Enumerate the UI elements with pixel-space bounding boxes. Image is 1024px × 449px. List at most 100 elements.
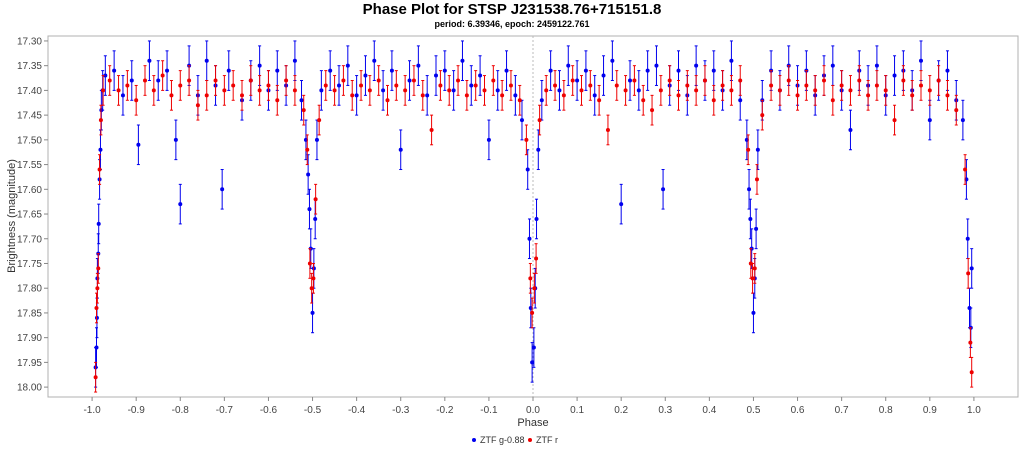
data-point — [116, 88, 121, 93]
data-point — [746, 147, 751, 152]
data-point — [583, 68, 588, 73]
data-point — [927, 118, 932, 123]
x-tick-label: 0.4 — [702, 405, 716, 416]
data-point — [97, 167, 102, 172]
y-tick-label: 17.95 — [17, 358, 42, 369]
data-point — [482, 88, 487, 93]
data-point — [614, 83, 619, 88]
data-point — [813, 88, 818, 93]
x-tick-label: -0.8 — [172, 405, 190, 416]
data-point — [416, 63, 421, 68]
chart-legend: ZTF g-0.88 ZTF r — [472, 435, 558, 445]
data-point — [945, 93, 950, 98]
data-point — [367, 88, 372, 93]
y-axis-label: Brightness (magnitude) — [6, 159, 18, 273]
x-tick-label: -0.5 — [304, 405, 322, 416]
data-point — [969, 266, 974, 271]
data-point — [306, 172, 311, 177]
data-point — [752, 266, 757, 271]
data-point — [473, 83, 478, 88]
y-tick-label: 17.90 — [17, 333, 42, 344]
data-point — [248, 78, 253, 83]
data-point — [720, 83, 725, 88]
data-point — [284, 78, 289, 83]
data-point — [892, 73, 897, 78]
data-point — [456, 78, 461, 83]
data-point — [954, 108, 959, 113]
data-point — [524, 137, 529, 142]
data-point — [385, 98, 390, 103]
data-point — [892, 118, 897, 123]
data-point — [165, 68, 170, 73]
data-point — [874, 83, 879, 88]
data-point — [694, 63, 699, 68]
data-point — [213, 78, 218, 83]
data-point — [685, 83, 690, 88]
data-point — [500, 93, 505, 98]
y-tick-label: 17.50 — [17, 135, 42, 146]
data-point — [530, 310, 535, 315]
data-point — [257, 88, 262, 93]
data-point — [101, 88, 106, 93]
data-point — [178, 83, 183, 88]
data-point — [178, 202, 183, 207]
data-point — [528, 276, 533, 281]
data-point — [337, 83, 341, 88]
y-tick-label: 17.40 — [17, 86, 42, 97]
data-point — [350, 93, 355, 98]
data-point — [328, 68, 333, 73]
data-point — [619, 202, 624, 207]
data-point — [866, 93, 871, 98]
data-point — [442, 68, 447, 73]
data-point — [579, 88, 584, 93]
x-tick-label: 0.5 — [747, 405, 761, 416]
data-point — [394, 83, 399, 88]
data-point — [628, 78, 632, 83]
data-point — [654, 63, 659, 68]
legend-label: ZTF r — [536, 435, 558, 445]
data-point — [623, 88, 628, 93]
x-tick-label: 0.8 — [879, 405, 893, 416]
data-point — [676, 93, 681, 98]
x-tick-label: 0.7 — [835, 405, 849, 416]
data-point — [597, 98, 602, 103]
data-point — [517, 98, 522, 103]
data-point — [222, 88, 227, 93]
x-tick-label: -0.9 — [128, 405, 146, 416]
data-point — [711, 68, 716, 73]
data-point — [874, 63, 879, 68]
data-point — [478, 73, 483, 78]
data-point — [795, 93, 800, 98]
data-point — [536, 147, 541, 152]
data-point — [96, 266, 101, 271]
data-point — [266, 83, 271, 88]
data-point — [313, 197, 318, 202]
data-point — [323, 83, 328, 88]
data-point — [927, 88, 932, 93]
data-point — [729, 88, 734, 93]
data-point — [804, 83, 809, 88]
data-point — [173, 137, 178, 142]
data-point — [751, 310, 756, 315]
data-point — [966, 271, 971, 276]
data-point — [112, 68, 117, 73]
data-point — [275, 68, 280, 73]
data-point — [93, 375, 98, 380]
data-point — [548, 68, 553, 73]
data-point — [313, 216, 318, 221]
data-point — [204, 93, 209, 98]
data-point — [610, 58, 615, 63]
data-point — [632, 78, 637, 83]
data-point — [965, 236, 970, 241]
data-point — [570, 78, 575, 83]
data-point — [822, 78, 826, 83]
series-ztf-r — [93, 60, 974, 393]
y-tick-label: 17.85 — [17, 308, 42, 319]
data-point — [429, 127, 434, 132]
series-ztf-g — [93, 40, 974, 388]
data-point — [98, 147, 103, 152]
data-point — [363, 73, 368, 78]
data-point — [754, 177, 759, 182]
data-point — [960, 118, 965, 123]
x-tick-label: -0.3 — [392, 405, 410, 416]
